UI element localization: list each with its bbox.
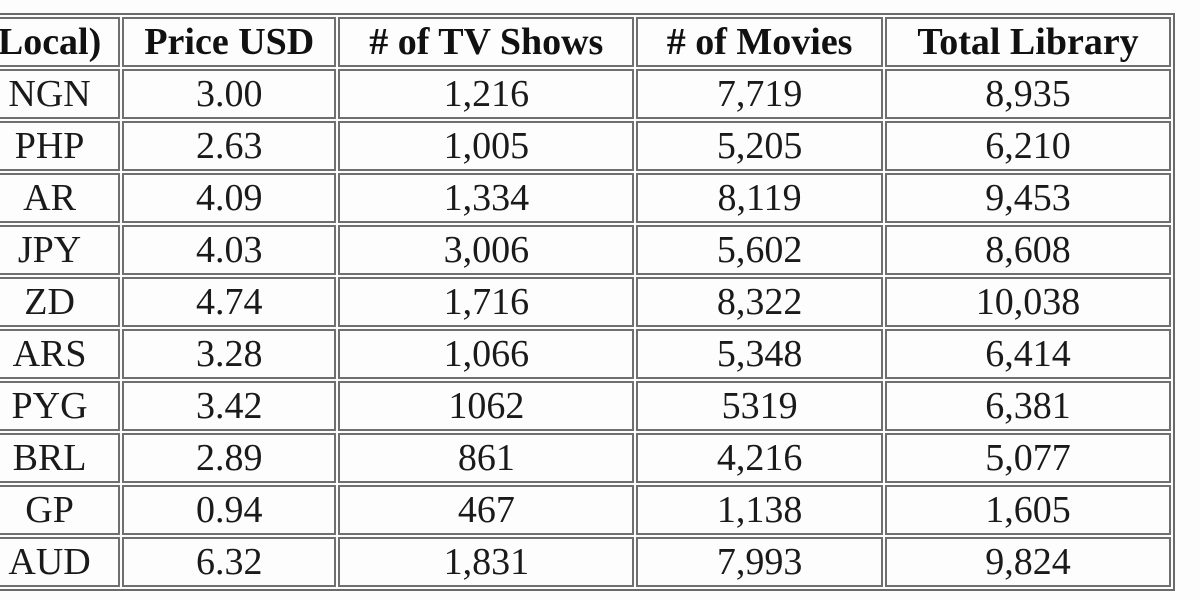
cell-tv-shows: 1,005 <box>338 121 635 171</box>
cell-price-usd: 2.63 <box>122 121 337 171</box>
cell-total-library: 6,381 <box>885 381 1171 431</box>
cell-price-local: ARS <box>0 329 121 379</box>
cell-price-local: BRL <box>0 433 121 483</box>
cell-movies: 8,119 <box>636 173 884 223</box>
cell-movies: 5,602 <box>636 225 884 275</box>
cell-movies: 5319 <box>636 381 884 431</box>
cell-tv-shows: 1,831 <box>338 537 635 587</box>
cell-total-library: 6,210 <box>885 121 1171 171</box>
cell-total-library: 10,038 <box>885 277 1171 327</box>
cell-price-usd: 6.32 <box>122 537 337 587</box>
cell-price-usd: 4.03 <box>122 225 337 275</box>
table-row: NGN 3.00 1,216 7,719 8,935 <box>0 69 1171 119</box>
cell-total-library: 8,608 <box>885 225 1171 275</box>
cell-tv-shows: 1,716 <box>338 277 635 327</box>
table-row: JPY 4.03 3,006 5,602 8,608 <box>0 225 1171 275</box>
table-row: AR 4.09 1,334 8,119 9,453 <box>0 173 1171 223</box>
cell-movies: 1,138 <box>636 485 884 535</box>
cell-price-usd: 4.09 <box>122 173 337 223</box>
cell-price-local: AUD <box>0 537 121 587</box>
cell-price-usd: 3.00 <box>122 69 337 119</box>
cell-tv-shows: 861 <box>338 433 635 483</box>
table-body: NGN 3.00 1,216 7,719 8,935 PHP 2.63 1,005 5,205 6… <box>0 69 1171 587</box>
cell-tv-shows: 467 <box>338 485 635 535</box>
cell-movies: 7,993 <box>636 537 884 587</box>
cell-movies: 5,348 <box>636 329 884 379</box>
column-header-total-library: Total Library <box>885 17 1171 67</box>
column-header-tv-shows: # of TV Shows <box>338 17 635 67</box>
cell-price-usd: 0.94 <box>122 485 337 535</box>
table-row: PYG 3.42 1062 5319 6,381 <box>0 381 1171 431</box>
column-header-price-local: Local) <box>0 17 121 67</box>
cell-movies: 4,216 <box>636 433 884 483</box>
table-row: ARS 3.28 1,066 5,348 6,414 <box>0 329 1171 379</box>
cell-total-library: 5,077 <box>885 433 1171 483</box>
cell-price-usd: 3.42 <box>122 381 337 431</box>
table-row: GP 0.94 467 1,138 1,605 <box>0 485 1171 535</box>
cell-total-library: 8,935 <box>885 69 1171 119</box>
header-row: Local) Price USD # of TV Shows # of Movies T… <box>0 17 1171 67</box>
cell-movies: 5,205 <box>636 121 884 171</box>
table-row: BRL 2.89 861 4,216 5,077 <box>0 433 1171 483</box>
cell-tv-shows: 1,216 <box>338 69 635 119</box>
cell-total-library: 9,824 <box>885 537 1171 587</box>
cell-total-library: 6,414 <box>885 329 1171 379</box>
cell-tv-shows: 3,006 <box>338 225 635 275</box>
column-header-movies: # of Movies <box>636 17 884 67</box>
cell-price-local: JPY <box>0 225 121 275</box>
cell-price-local: NGN <box>0 69 121 119</box>
cell-price-usd: 3.28 <box>122 329 337 379</box>
cell-price-usd: 2.89 <box>122 433 337 483</box>
cell-price-local: PHP <box>0 121 121 171</box>
cell-tv-shows: 1,334 <box>338 173 635 223</box>
cell-tv-shows: 1062 <box>338 381 635 431</box>
table-row: ZD 4.74 1,716 8,322 10,038 <box>0 277 1171 327</box>
table-row: PHP 2.63 1,005 5,205 6,210 <box>0 121 1171 171</box>
column-header-price-usd: Price USD <box>122 17 337 67</box>
cell-price-local: PYG <box>0 381 121 431</box>
cell-movies: 8,322 <box>636 277 884 327</box>
cell-price-local: AR <box>0 173 121 223</box>
pricing-table: Local) Price USD # of TV Shows # of Movies T… <box>0 13 1175 591</box>
cell-price-usd: 4.74 <box>122 277 337 327</box>
cell-tv-shows: 1,066 <box>338 329 635 379</box>
cell-total-library: 9,453 <box>885 173 1171 223</box>
cell-total-library: 1,605 <box>885 485 1171 535</box>
table-row: AUD 6.32 1,831 7,993 9,824 <box>0 537 1171 587</box>
cell-movies: 7,719 <box>636 69 884 119</box>
cell-price-local: ZD <box>0 277 121 327</box>
cell-price-local: GP <box>0 485 121 535</box>
